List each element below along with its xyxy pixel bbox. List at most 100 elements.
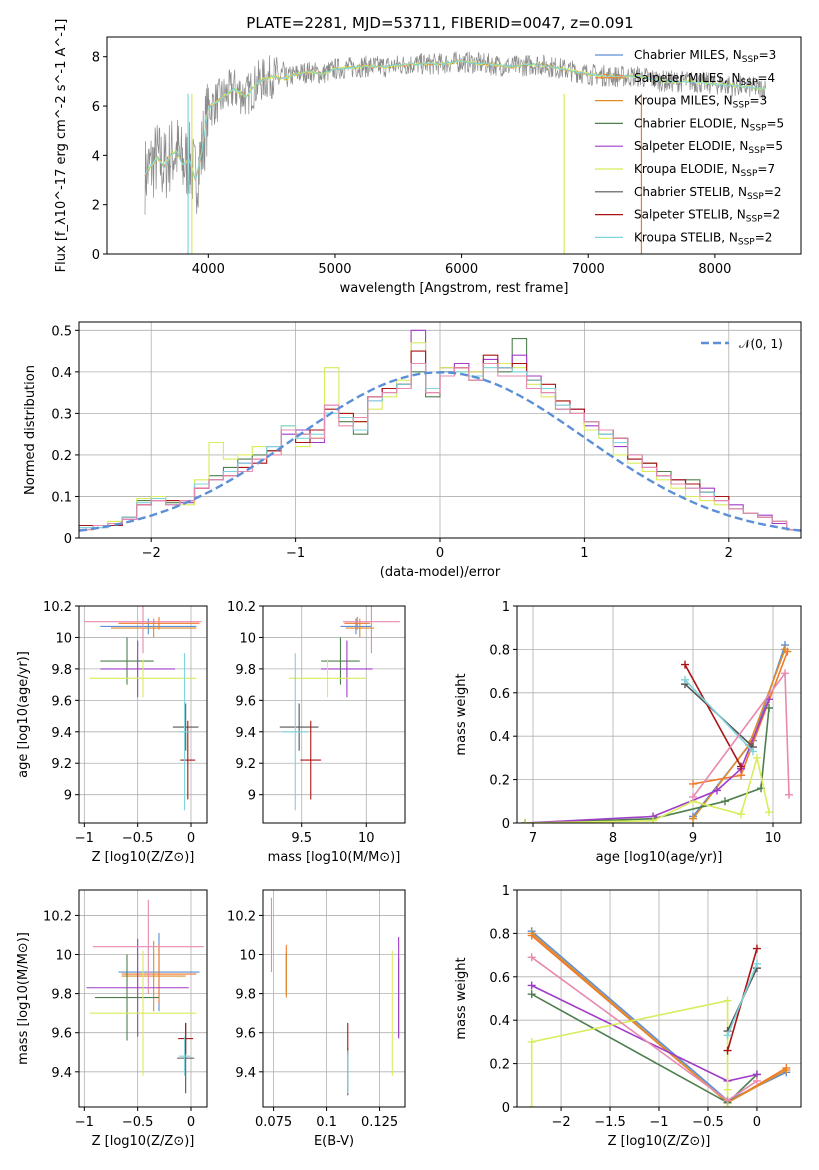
error-bar-point [282, 653, 309, 811]
panel-spectrum: 4000 5000 6000 7000 8000 0 2 4 6 8 wavelength [Ang… [54, 19, 802, 296]
massweight-series [681, 660, 745, 771]
x-tick-label: 4000 [192, 262, 225, 277]
y-tick-label: 0 [92, 248, 100, 263]
massweight-series [527, 953, 761, 1105]
massweight-line [684, 679, 754, 752]
y-tick-label: 9.6 [235, 694, 256, 709]
x-tick-label: −2 [551, 1115, 570, 1130]
error-bar-point [89, 659, 197, 698]
legend: 𝒩(0, 1) [701, 337, 783, 351]
massweight-marker [689, 792, 697, 801]
massweight-marker [681, 660, 689, 669]
x-axis-label: mass [log10(M/M⊙)] [268, 850, 401, 865]
y-tick-label: 0.2 [489, 1058, 510, 1073]
y-axis-label: mass [log10(M/M⊙)] [16, 932, 31, 1065]
massweight-marker [527, 929, 536, 938]
y-tick-label: 9 [248, 789, 256, 804]
y-tick-label: 10 [55, 949, 72, 964]
massweight-marker [785, 790, 793, 799]
error-bar-point [321, 637, 360, 685]
legend-label: Kroupa MILES, NSSP=3 [634, 94, 767, 111]
y-tick-label: 9.4 [235, 1066, 256, 1081]
massweight-marker [737, 762, 745, 771]
axes-frame [106, 36, 802, 255]
y-tick-label: 0.4 [51, 366, 72, 381]
legend-label: Chabrier ELODIE, NSSP=5 [634, 116, 784, 133]
massweight-marker [723, 1031, 732, 1040]
error-bar-point [300, 720, 322, 800]
x-tick-label: −0.5 [692, 1115, 724, 1130]
legend-label: Kroupa STELIB, NSSP=2 [634, 230, 772, 247]
panel-mass_vs_age: 9.5 10 9 9.2 9.4 9.6 9.8 10 10.2 mass [log10(M/M⊙… [227, 600, 406, 865]
massweight-marker [527, 1103, 536, 1107]
massweight-marker [723, 1046, 732, 1055]
massweight-series [723, 959, 761, 1040]
y-tick-label: 2 [92, 199, 100, 214]
axes-frame [262, 889, 406, 1108]
x-tick-label: 7000 [572, 262, 605, 277]
massweight-series [689, 669, 793, 801]
massweight-marker [649, 816, 657, 823]
y-tick-label: 9.6 [51, 694, 72, 709]
x-tick-label: 0.075 [255, 1115, 292, 1130]
axes-frame [78, 605, 208, 824]
model-spectrum-kroupa_stelib [144, 60, 766, 182]
x-axis-label: Z [log10(Z/Z⊙)] [608, 1134, 711, 1149]
axes-frame [78, 889, 208, 1108]
x-tick-label: −0.5 [122, 1115, 154, 1130]
plot-area [263, 890, 405, 1107]
massweight-marker [752, 944, 761, 953]
massweight-marker [527, 990, 536, 999]
legend-label: Chabrier MILES, NSSP=3 [634, 48, 776, 65]
y-tick-label: 0 [502, 1101, 510, 1116]
panel-Z_vs_age: −1 −0.5 0 9 9.2 9.4 9.6 9.8 10 10.2 Z [log10(Z/Z⊙)… [16, 600, 208, 865]
y-tick-label: 0.5 [51, 324, 72, 339]
legend-label: 𝒩(0, 1) [739, 337, 783, 351]
x-axis-label: wavelength [Angstrom, rest frame] [340, 281, 569, 296]
error-bar-point [100, 640, 175, 698]
x-tick-label: −1.5 [594, 1115, 626, 1130]
x-tick-label: 10 [358, 831, 375, 846]
y-tick-label: 0.8 [489, 643, 510, 658]
massweight-marker [721, 797, 729, 806]
error-bar-point [343, 606, 400, 654]
massweight-series [527, 981, 761, 1085]
x-tick-label: 5000 [318, 262, 351, 277]
y-tick-label: 10.2 [43, 909, 72, 924]
x-tick-label: 2 [725, 546, 733, 561]
massweight-marker [752, 959, 761, 968]
y-tick-label: 10 [239, 631, 256, 646]
x-tick-label: 1 [580, 546, 588, 561]
massweight-series [527, 996, 732, 1107]
error-bar-point [340, 618, 372, 635]
y-axis-label: mass weight [454, 957, 469, 1039]
x-tick-label: −2 [142, 546, 161, 561]
error-bar-point [84, 606, 202, 654]
error-bar-point [321, 640, 373, 698]
x-axis-label: E(B-V) [314, 1134, 354, 1149]
plot-area [263, 606, 405, 823]
panel-Z_vs_mass: −1 −0.5 0 9.4 9.6 9.8 10 10.2 Z [log10(Z/Z⊙)] mas… [16, 889, 208, 1149]
y-tick-label: 0.8 [489, 927, 510, 942]
panel-ebv_vs_mass: 0.075 0.1 0.125 9.4 9.6 9.8 10 10.2 E(B-V) [227, 889, 406, 1149]
massweight-marker [713, 786, 721, 795]
y-tick-label: 10 [239, 949, 256, 964]
error-bar-point [100, 618, 197, 635]
x-tick-label: −0.5 [122, 831, 154, 846]
y-axis-label: Flux [f_λ10^-17 erg cm^-2 s^-1 A^-1] [54, 19, 69, 273]
error-bar-point [121, 940, 186, 1012]
normal-curve [79, 371, 801, 532]
legend-label: Salpeter STELIB, NSSP=2 [634, 208, 780, 225]
panel-residuals: −2 −1 0 1 2 0 0.1 0.2 0.3 0.4 0.5 (data-model)/erro… [23, 321, 802, 580]
error-bar-point [172, 703, 199, 751]
y-tick-label: 0.1 [51, 490, 72, 505]
massweight-marker [781, 669, 789, 678]
figure-title: PLATE=2281, MJD=53711, FIBERID=0047, z=0… [246, 14, 633, 32]
x-tick-label: 10 [765, 831, 782, 846]
y-tick-label: 9 [64, 789, 72, 804]
massweight-marker [752, 1076, 761, 1085]
massweight-marker [737, 810, 745, 819]
massweight-marker [765, 808, 773, 817]
error-bar-point [92, 899, 204, 994]
error-bar-point [121, 944, 197, 1004]
